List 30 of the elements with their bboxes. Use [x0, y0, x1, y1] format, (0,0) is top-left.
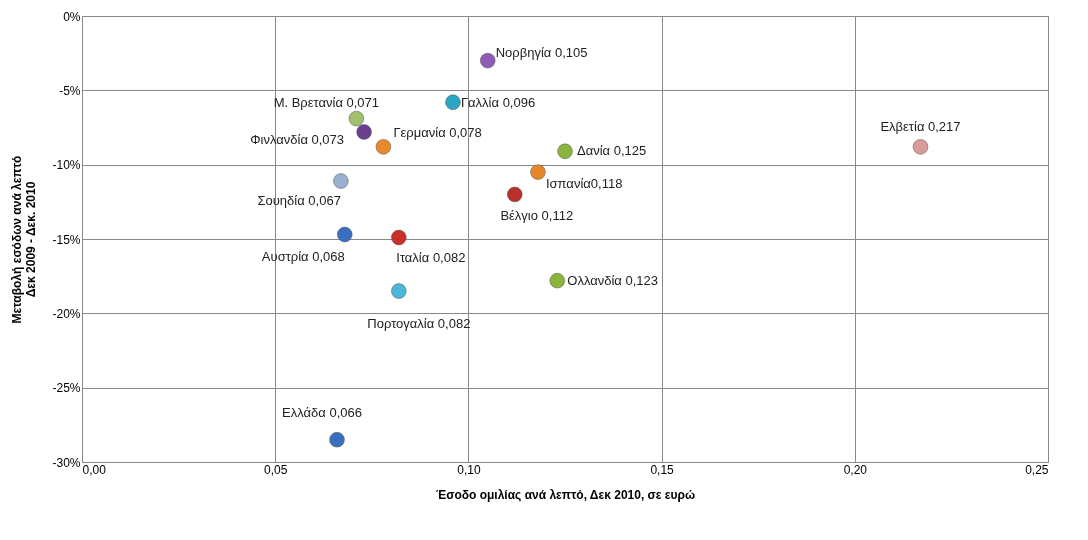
x-tick-label: 0,20	[843, 462, 868, 477]
data-label: Ελλάδα 0,066	[282, 404, 362, 420]
data-label: Φινλανδία 0,073	[250, 131, 345, 147]
x-tick-label: 0,10	[457, 462, 481, 477]
data-label: Σουηδία 0,067	[257, 193, 341, 209]
data-label: Ολλανδία 0,123	[567, 272, 658, 288]
y-tick-label: -30%	[52, 455, 81, 470]
data-label: Γερμανία 0,078	[393, 124, 482, 140]
x-tick-label: 0,05	[264, 462, 288, 477]
y-tick-label: -15%	[52, 232, 81, 247]
data-label: Ελβετία 0,217	[880, 118, 961, 134]
y-tick-label: -20%	[52, 306, 81, 321]
data-label: Μ. Βρετανία 0,071	[273, 94, 380, 110]
x-tick-label: 0,00	[82, 462, 107, 477]
data-label: Γαλλία 0,096	[460, 95, 536, 111]
y-tick-label: -10%	[52, 158, 81, 173]
data-label: Αυστρία 0,068	[261, 248, 345, 264]
x-tick-label: 0,15	[650, 462, 675, 477]
data-label: Βέλγιο 0,112	[500, 208, 574, 224]
x-axis-title: Έσοδο ομιλίας ανά λεπτό, Δεκ 2010, σε ευρώ	[435, 487, 696, 502]
y-axis-title: Μεταβολή εσόδων ανά λεπτό Δεκ 2009 - Δεκ. 2010	[10, 155, 39, 324]
data-label: Δανία 0,125	[577, 143, 647, 159]
y-tick-label: -5%	[59, 83, 81, 98]
data-label: Νορβηγία 0,105	[495, 44, 588, 60]
data-label: Πορτογαλία 0,082	[367, 316, 471, 332]
x-tick-label: 0,25	[1025, 462, 1049, 477]
data-label: Ισπανία0,118	[545, 176, 623, 192]
data-label: Ιταλία 0,082	[396, 249, 466, 265]
y-tick-label: -25%	[52, 381, 81, 396]
y-tick-label: 0%	[63, 9, 81, 24]
